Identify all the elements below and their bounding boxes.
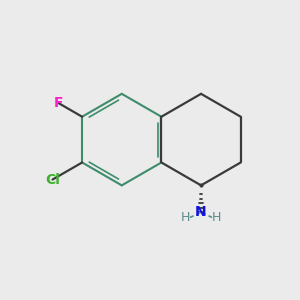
Text: Cl: Cl (45, 172, 60, 187)
Text: F: F (54, 96, 64, 110)
Text: N: N (195, 205, 207, 219)
Text: H: H (212, 211, 221, 224)
Text: H: H (181, 211, 190, 224)
